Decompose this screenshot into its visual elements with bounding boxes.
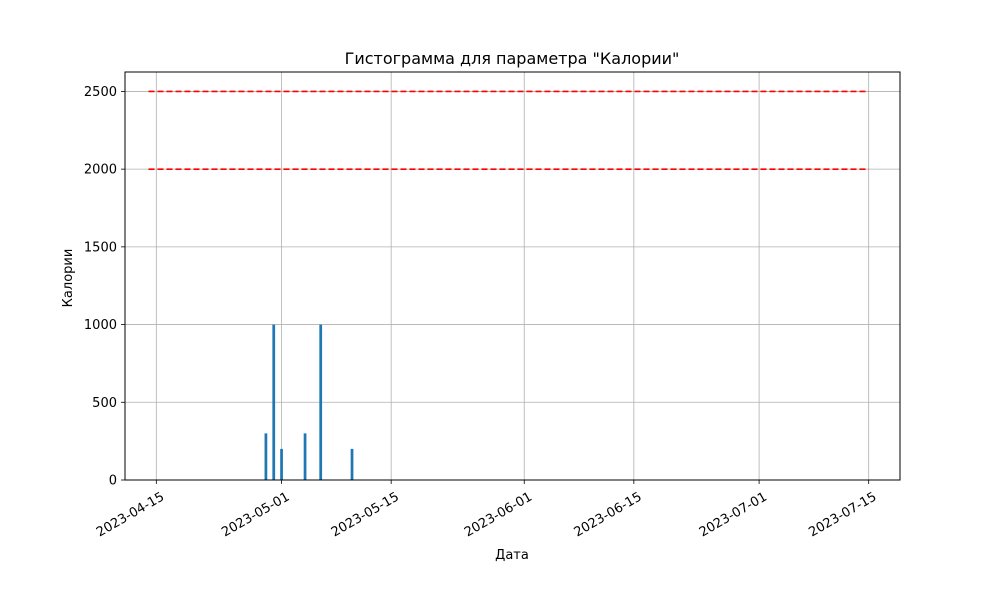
y-tick-label: 1000: [84, 318, 117, 333]
y-tick-label: 0: [109, 474, 117, 489]
bar: [272, 324, 276, 480]
bar: [319, 324, 323, 480]
bar: [264, 433, 268, 480]
grid-layer: [125, 72, 900, 481]
bar: [303, 433, 307, 480]
bar: [350, 448, 354, 480]
plot-frame: [124, 71, 901, 481]
bar: [280, 448, 283, 480]
plot-area: [125, 72, 900, 480]
y-axis-label: Калории: [61, 249, 76, 308]
reference-lines-layer: [148, 90, 869, 170]
y-tick-label: 2000: [84, 163, 117, 178]
bars-layer: [264, 324, 354, 480]
y-tick-label: 2500: [84, 85, 117, 100]
chart-title: Гистограмма для параметра "Калории": [345, 49, 680, 68]
y-tick-label: 1500: [84, 240, 117, 255]
y-tick-label: 500: [92, 396, 117, 411]
x-axis-label: Дата: [495, 548, 529, 563]
